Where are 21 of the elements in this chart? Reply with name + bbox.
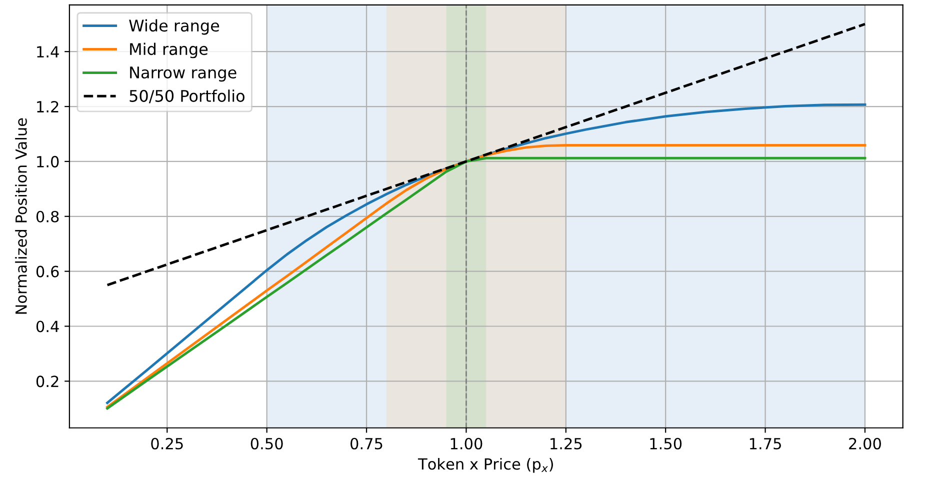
legend-label: Wide range	[129, 19, 220, 35]
y-tick-label: 1.4	[37, 46, 59, 58]
x-axis-title: Token x Price (p$_{x}$)	[418, 458, 553, 473]
x-tick-label: 1.25	[550, 438, 582, 450]
y-axis-title: Normalized Position Value	[15, 118, 27, 314]
legend-label: Narrow range	[130, 66, 236, 82]
y-tick-label: 1.0	[37, 156, 59, 168]
y-tick-label: 0.2	[36, 376, 58, 388]
y-tick-label: 0.4	[36, 320, 59, 332]
x-tick-label: 0.50	[250, 438, 283, 450]
x-tick-label: 2.00	[849, 438, 881, 450]
y-tick-label: 1.2	[37, 100, 58, 112]
x-tick-label: 0.25	[151, 438, 183, 450]
x-tick-label: 1.00	[450, 438, 482, 450]
legend-label: 50/50 Portfolio	[130, 90, 244, 104]
x-tick-label: 1.50	[650, 438, 682, 450]
x-tick-label: 0.75	[350, 438, 382, 450]
x-tick-label: 1.75	[750, 438, 781, 450]
y-tick-label: 0.6	[36, 266, 59, 278]
legend-label: Mid range	[130, 42, 208, 58]
y-tick-label: 0.8	[36, 210, 59, 222]
